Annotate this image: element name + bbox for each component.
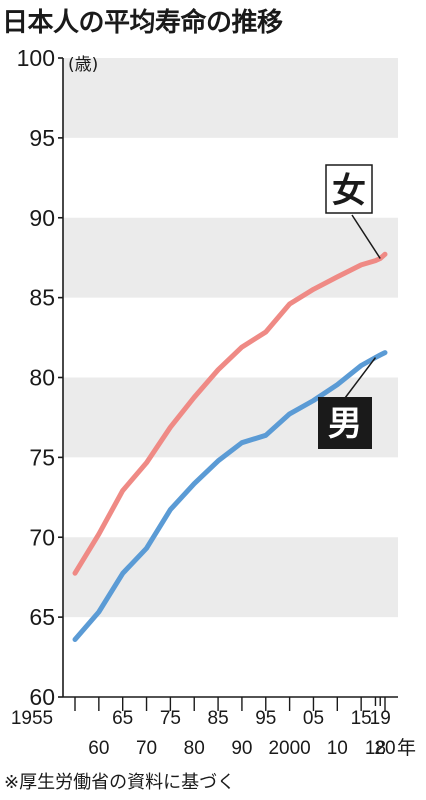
y-tick-labels: 60 65 70 75 80 85 90 95 100	[17, 45, 55, 710]
grid-bands	[63, 58, 398, 618]
source-note: ※厚生労働省の資料に基づく	[4, 772, 236, 793]
line-series-female	[72, 251, 388, 576]
grid-band	[63, 58, 398, 138]
x-tick-label: 85	[208, 708, 229, 729]
x-tick-label: 70	[136, 738, 157, 759]
axes	[58, 57, 398, 711]
y-axis-unit: (歳)	[68, 55, 98, 75]
x-tick-label: 18	[365, 738, 386, 759]
series-lines	[72, 251, 388, 642]
male-label: 男	[328, 404, 362, 444]
male-label-box	[318, 397, 372, 449]
x-tick-label: 1955	[11, 708, 53, 729]
y-tick-label: 80	[29, 365, 55, 391]
grid-band	[63, 217, 398, 298]
x-tick-label: 60	[88, 738, 109, 759]
chart-title: 日本人の平均寿命の推移	[2, 8, 283, 38]
female-label-box	[325, 164, 373, 214]
line-series-male	[72, 350, 388, 642]
male-label-leader	[344, 357, 377, 399]
x-tick-label: 20	[374, 738, 395, 759]
x-tick-label: 75	[160, 708, 181, 729]
x-tick-label: 15	[351, 708, 372, 729]
y-tick-label: 75	[29, 444, 55, 470]
y-tick-label: 90	[29, 205, 55, 231]
x-tick-label: 95	[255, 708, 276, 729]
x-tick-label: 80	[184, 738, 205, 759]
y-tick-label: 100	[17, 45, 55, 71]
grid-band	[63, 537, 398, 618]
y-tick-label: 95	[29, 125, 55, 151]
female-label: 女	[332, 171, 366, 211]
x-tick-label: 10	[327, 738, 348, 759]
y-tick-label: 85	[29, 285, 55, 311]
x-axis-unit: 年	[397, 737, 416, 759]
y-tick-label: 60	[29, 684, 55, 710]
x-tick-label: 05	[303, 708, 324, 729]
female-label-leader	[351, 214, 381, 259]
x-tick-label: 2000	[268, 738, 310, 759]
x-tick-label: 65	[112, 708, 133, 729]
y-tick-label: 70	[29, 524, 55, 550]
x-tick-label: 90	[231, 738, 252, 759]
series-labels: 女男	[318, 164, 381, 449]
x-tick-label: 19	[370, 708, 391, 729]
y-tick-label: 65	[29, 604, 55, 630]
